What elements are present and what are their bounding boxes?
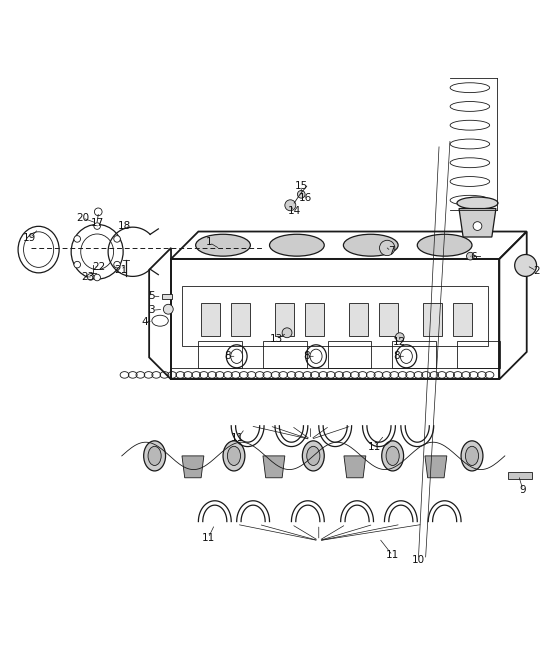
Bar — [423, 303, 442, 336]
Text: 23: 23 — [81, 272, 95, 282]
Ellipse shape — [382, 441, 404, 471]
Text: 16: 16 — [299, 193, 312, 203]
Text: 11: 11 — [231, 433, 244, 444]
Text: 2: 2 — [534, 266, 540, 276]
Text: 1: 1 — [206, 238, 213, 248]
Ellipse shape — [307, 446, 320, 466]
Bar — [453, 303, 472, 336]
Text: 9: 9 — [520, 485, 526, 495]
Circle shape — [473, 221, 482, 230]
Polygon shape — [425, 456, 447, 478]
Circle shape — [94, 223, 101, 229]
Bar — [275, 303, 294, 336]
Ellipse shape — [302, 441, 324, 471]
Bar — [508, 472, 532, 479]
Ellipse shape — [144, 441, 166, 471]
Circle shape — [298, 191, 305, 198]
Text: 20: 20 — [76, 213, 89, 223]
Ellipse shape — [196, 234, 250, 256]
Text: 8: 8 — [393, 352, 400, 361]
Text: 3: 3 — [148, 305, 155, 315]
Circle shape — [95, 208, 102, 215]
Polygon shape — [344, 456, 366, 478]
Bar — [201, 303, 221, 336]
Text: 4: 4 — [141, 317, 148, 327]
Circle shape — [114, 236, 120, 242]
Ellipse shape — [227, 446, 240, 466]
Circle shape — [94, 274, 101, 280]
Text: 11: 11 — [202, 533, 215, 543]
Ellipse shape — [270, 234, 324, 256]
Bar — [379, 303, 398, 336]
Circle shape — [87, 274, 94, 280]
Text: 19: 19 — [23, 233, 36, 243]
Text: 8: 8 — [224, 352, 230, 361]
Text: 7: 7 — [388, 246, 394, 256]
Bar — [305, 303, 324, 336]
Bar — [162, 294, 172, 299]
Circle shape — [379, 240, 395, 256]
Text: 5: 5 — [148, 291, 155, 301]
Ellipse shape — [465, 446, 478, 466]
Bar — [349, 303, 368, 336]
Ellipse shape — [223, 441, 245, 471]
Ellipse shape — [461, 441, 483, 471]
Text: 12: 12 — [393, 337, 406, 347]
Circle shape — [395, 333, 404, 342]
Polygon shape — [182, 456, 204, 478]
Text: 17: 17 — [91, 218, 104, 227]
Circle shape — [282, 328, 292, 338]
Polygon shape — [263, 456, 285, 478]
Polygon shape — [459, 209, 496, 237]
Circle shape — [515, 254, 537, 276]
Text: 10: 10 — [412, 555, 425, 565]
Ellipse shape — [386, 446, 399, 466]
Circle shape — [466, 252, 474, 260]
Ellipse shape — [457, 197, 498, 209]
Ellipse shape — [148, 446, 161, 466]
Text: 15: 15 — [295, 181, 308, 191]
Circle shape — [74, 261, 80, 268]
Circle shape — [285, 200, 296, 211]
Ellipse shape — [417, 234, 472, 256]
Text: 11: 11 — [368, 442, 381, 452]
Ellipse shape — [343, 234, 398, 256]
Bar — [231, 303, 250, 336]
Text: 18: 18 — [118, 221, 131, 231]
Text: 21: 21 — [114, 265, 127, 275]
Text: 13: 13 — [270, 334, 283, 344]
Text: 6: 6 — [470, 252, 476, 262]
Text: 8: 8 — [303, 352, 310, 361]
Text: 14: 14 — [288, 206, 301, 216]
Circle shape — [163, 305, 173, 314]
Text: 11: 11 — [386, 550, 399, 560]
Circle shape — [114, 261, 120, 268]
Text: 22: 22 — [92, 262, 106, 272]
Circle shape — [74, 236, 80, 242]
